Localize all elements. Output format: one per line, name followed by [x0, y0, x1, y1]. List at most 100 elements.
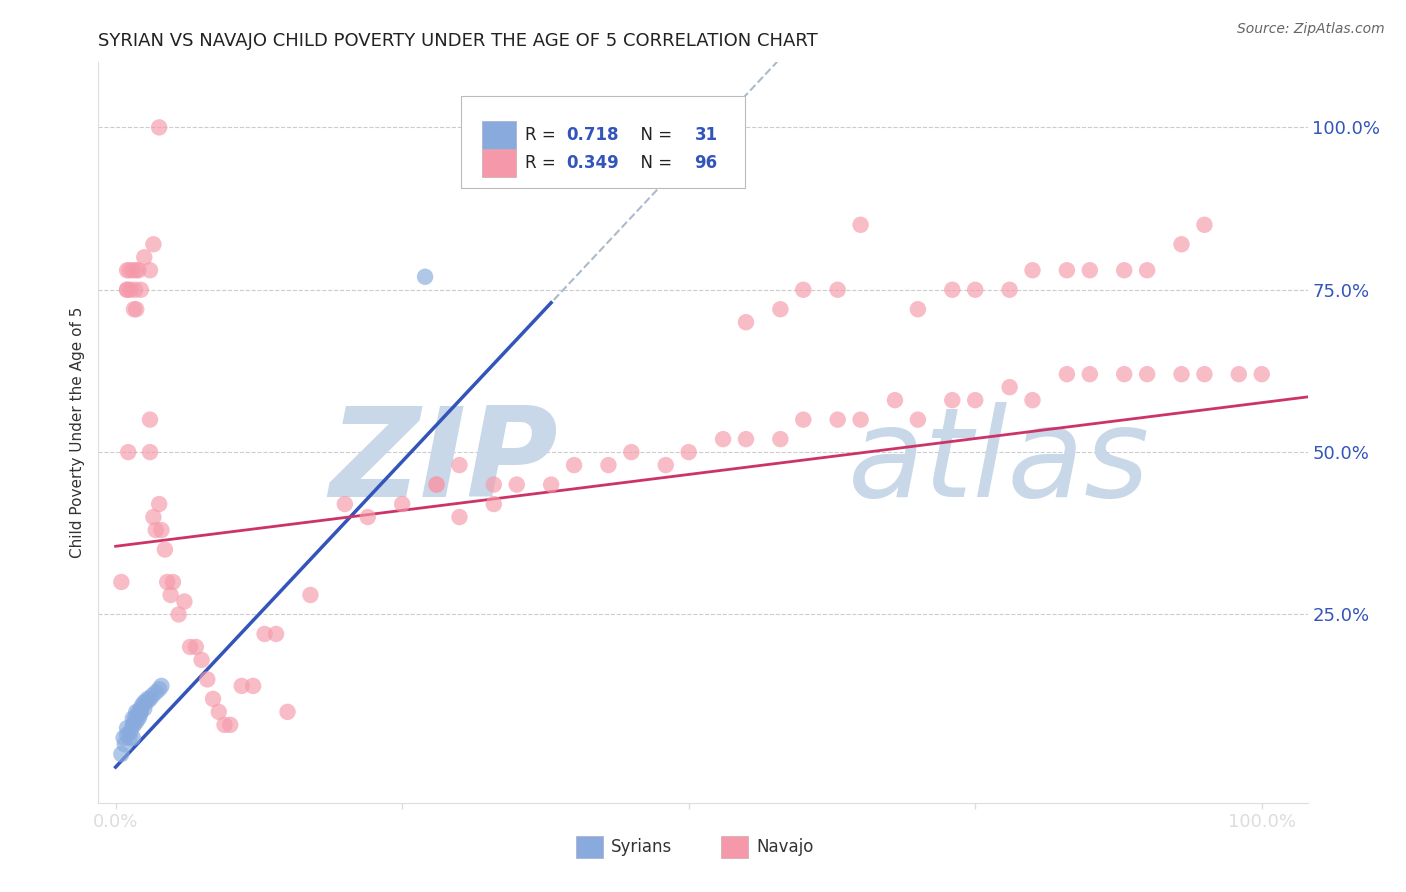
Point	[449, 510, 471, 524]
Point	[482, 477, 505, 491]
Point	[110, 747, 132, 761]
Point	[135, 695, 157, 709]
Point	[167, 607, 190, 622]
FancyBboxPatch shape	[461, 95, 745, 188]
Point	[1078, 263, 1101, 277]
Point	[121, 731, 143, 745]
Text: 0.718: 0.718	[567, 126, 619, 145]
Text: Source: ZipAtlas.com: Source: ZipAtlas.com	[1237, 22, 1385, 37]
Point	[413, 269, 436, 284]
Point	[253, 627, 276, 641]
Point	[141, 689, 163, 703]
Point	[425, 477, 447, 491]
Point	[1056, 263, 1078, 277]
Point	[482, 497, 505, 511]
Text: ZIP: ZIP	[329, 401, 558, 523]
Point	[449, 458, 471, 472]
Text: 0.349: 0.349	[567, 154, 619, 172]
Point	[120, 283, 142, 297]
Point	[998, 380, 1021, 394]
Point	[128, 711, 150, 725]
Point	[122, 718, 145, 732]
Point	[711, 432, 734, 446]
Point	[139, 445, 162, 459]
Point	[190, 653, 212, 667]
Text: SYRIAN VS NAVAJO CHILD POVERTY UNDER THE AGE OF 5 CORRELATION CHART: SYRIAN VS NAVAJO CHILD POVERTY UNDER THE…	[98, 32, 818, 50]
Point	[145, 685, 167, 699]
Point	[907, 302, 929, 317]
Text: 96: 96	[695, 154, 717, 172]
Text: 31: 31	[695, 126, 717, 145]
Point	[202, 692, 225, 706]
Point	[655, 458, 678, 472]
Point	[231, 679, 253, 693]
Point	[277, 705, 299, 719]
Point	[131, 698, 153, 713]
Point	[142, 510, 165, 524]
Point	[121, 711, 143, 725]
Point	[159, 588, 181, 602]
Text: Syrians: Syrians	[612, 838, 672, 856]
Point	[134, 695, 156, 709]
Point	[115, 728, 138, 742]
Point	[1114, 367, 1136, 381]
Point	[941, 393, 963, 408]
Point	[129, 705, 152, 719]
Point	[148, 682, 170, 697]
Point	[1021, 263, 1043, 277]
Point	[139, 263, 162, 277]
Point	[118, 263, 141, 277]
Point	[142, 237, 165, 252]
Point	[112, 731, 135, 745]
Point	[156, 574, 179, 589]
Bar	[721, 836, 748, 858]
Point	[145, 523, 167, 537]
Point	[884, 393, 907, 408]
Point	[678, 445, 700, 459]
Point	[129, 701, 152, 715]
Point	[792, 283, 814, 297]
Point	[115, 283, 138, 297]
Point	[849, 412, 872, 426]
Point	[242, 679, 264, 693]
Point	[173, 594, 195, 608]
Point	[735, 315, 758, 329]
Point	[1194, 218, 1216, 232]
Point	[1170, 367, 1192, 381]
Point	[1170, 237, 1192, 252]
Point	[139, 412, 162, 426]
Point	[115, 283, 138, 297]
Point	[121, 718, 143, 732]
Bar	[576, 836, 603, 858]
Point	[1250, 367, 1272, 381]
Point	[391, 497, 413, 511]
Point	[124, 283, 146, 297]
Point	[148, 497, 170, 511]
Point	[125, 714, 148, 729]
Point	[506, 477, 529, 491]
Point	[540, 477, 562, 491]
Point	[333, 497, 356, 511]
Point	[208, 705, 231, 719]
Point	[769, 432, 792, 446]
Point	[299, 588, 322, 602]
Point	[620, 445, 643, 459]
Point	[195, 673, 218, 687]
Point	[150, 523, 173, 537]
Point	[357, 510, 380, 524]
Point	[128, 708, 150, 723]
Point	[941, 283, 963, 297]
Point	[1078, 367, 1101, 381]
Point	[115, 721, 138, 735]
Point	[128, 263, 150, 277]
Point	[179, 640, 201, 654]
Point	[153, 542, 176, 557]
Point	[1056, 367, 1078, 381]
Text: R =: R =	[526, 126, 561, 145]
Point	[162, 574, 184, 589]
Text: Navajo: Navajo	[756, 838, 814, 856]
Point	[849, 218, 872, 232]
Point	[128, 705, 150, 719]
Point	[136, 692, 159, 706]
Point	[562, 120, 585, 135]
